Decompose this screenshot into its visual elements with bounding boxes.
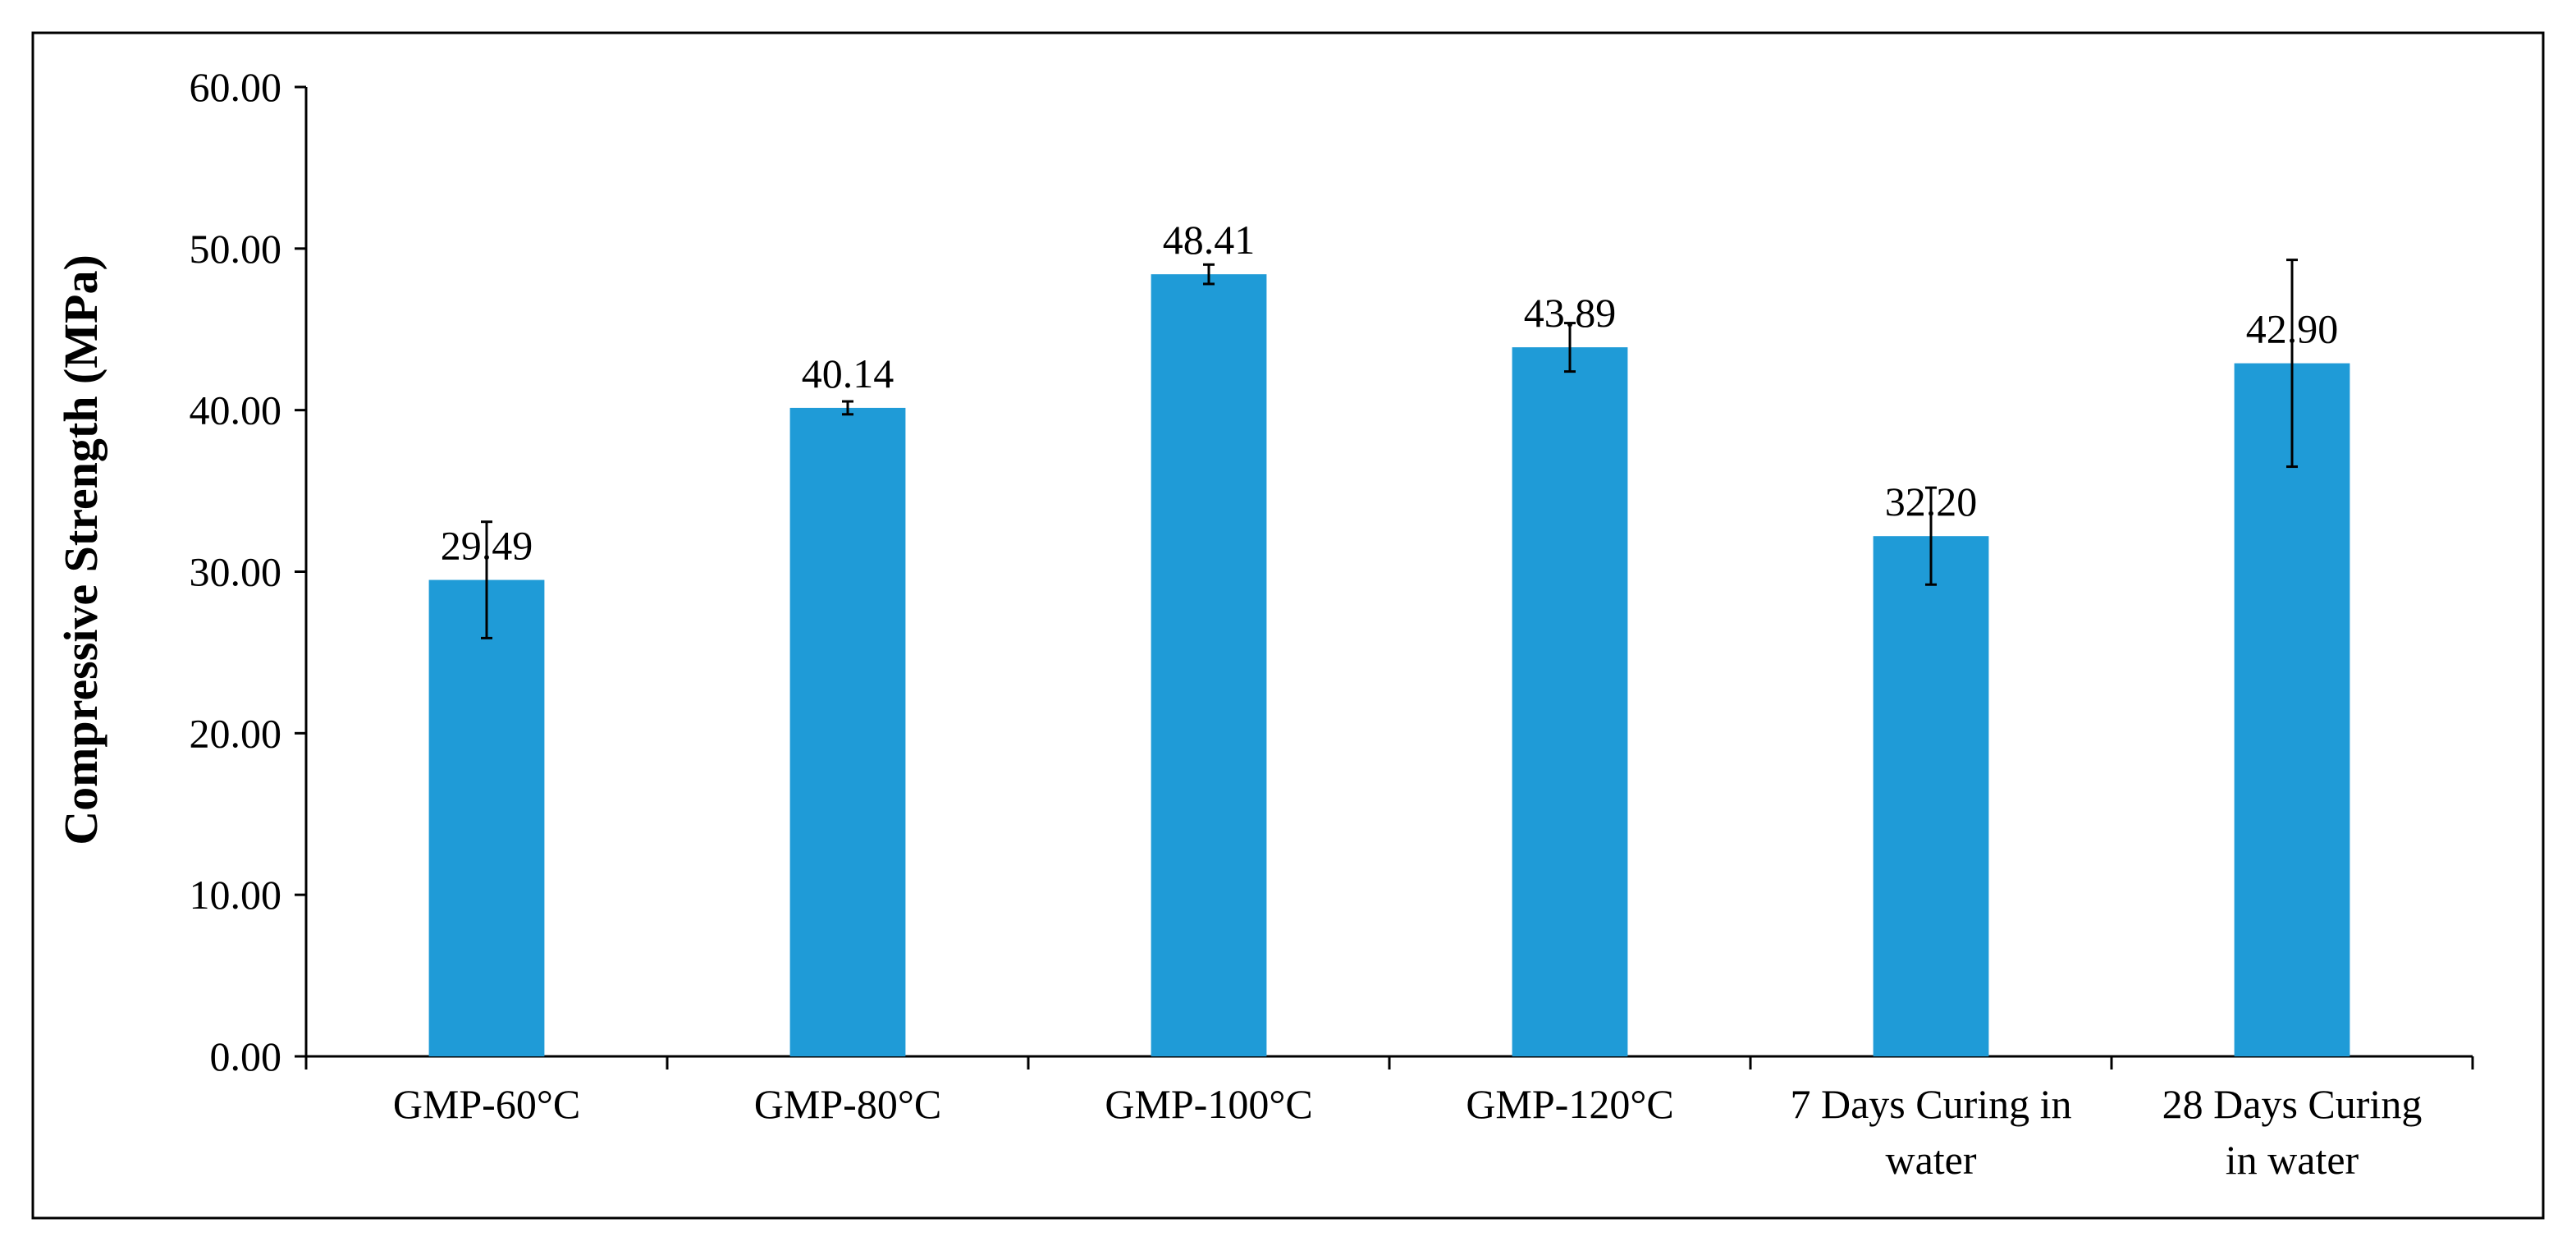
x-category-label: GMP-60°C — [393, 1081, 580, 1127]
x-category-label-line: 28 Days Curing — [2162, 1081, 2423, 1127]
bar — [1873, 536, 1989, 1056]
error-bars — [481, 259, 2298, 639]
y-tick-label: 60.00 — [190, 64, 282, 110]
bar — [789, 407, 906, 1056]
bar — [1151, 274, 1267, 1056]
x-category-label: GMP-100°C — [1105, 1081, 1312, 1127]
x-category-label: 28 Days Curing in water — [2162, 1081, 2423, 1183]
y-tick-label: 30.00 — [190, 549, 282, 595]
y-tick-label: 10.00 — [190, 872, 282, 918]
x-category-label-line: in water — [2226, 1137, 2359, 1183]
y-tick-label: 0.00 — [210, 1033, 282, 1079]
data-labels: 29.49 40.14 48.41 43.89 32.20 42.90 — [441, 217, 2339, 568]
data-label: 40.14 — [802, 350, 895, 396]
x-category-label-line: 7 Days Curing in — [1790, 1081, 2071, 1127]
x-category-label: GMP-80°C — [754, 1081, 941, 1127]
bar — [2234, 363, 2350, 1057]
data-label: 29.49 — [441, 523, 533, 569]
bars — [428, 274, 2350, 1057]
y-tick-label: 50.00 — [190, 226, 282, 272]
x-category-label-line: water — [1885, 1137, 1976, 1183]
bar — [428, 579, 545, 1056]
y-axis-title: Compressive Strength (MPa) — [54, 254, 108, 845]
x-category-label-line: GMP-120°C — [1466, 1081, 1673, 1127]
y-tick-label: 40.00 — [190, 387, 282, 433]
y-axis: 0.00 10.00 20.00 30.00 40.00 50.00 60.00 — [190, 64, 308, 1079]
y-tick-label: 20.00 — [190, 710, 282, 756]
x-category-label-line: GMP-60°C — [393, 1081, 580, 1127]
data-label: 42.90 — [2246, 306, 2339, 352]
chart-border — [31, 31, 2545, 1220]
data-label: 48.41 — [1163, 217, 1256, 263]
bar — [1512, 347, 1628, 1056]
x-category-label-line: GMP-100°C — [1105, 1081, 1312, 1127]
x-axis: GMP-60°C GMP-80°C GMP-100°C GMP-120°C 7 Days… — [304, 1055, 2474, 1183]
x-category-label: GMP-120°C — [1466, 1081, 1673, 1127]
x-category-label-line: GMP-80°C — [754, 1081, 941, 1127]
data-label: 43.89 — [1524, 290, 1617, 336]
data-label: 32.20 — [1885, 479, 1978, 524]
x-category-label: 7 Days Curing in water — [1790, 1081, 2071, 1183]
